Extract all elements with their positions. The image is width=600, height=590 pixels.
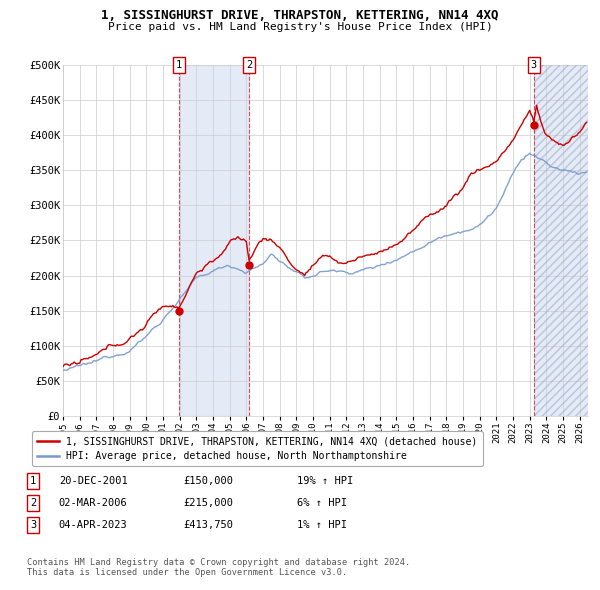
Text: Price paid vs. HM Land Registry's House Price Index (HPI): Price paid vs. HM Land Registry's House … <box>107 22 493 32</box>
Bar <box>179 65 249 416</box>
Text: 1: 1 <box>30 476 36 486</box>
Legend: 1, SISSINGHURST DRIVE, THRAPSTON, KETTERING, NN14 4XQ (detached house), HPI: Ave: 1, SISSINGHURST DRIVE, THRAPSTON, KETTER… <box>32 431 483 467</box>
Text: 04-APR-2023: 04-APR-2023 <box>59 520 128 530</box>
Text: 19% ↑ HPI: 19% ↑ HPI <box>297 476 353 486</box>
Text: 2: 2 <box>30 498 36 507</box>
Text: 02-MAR-2006: 02-MAR-2006 <box>59 498 128 507</box>
Text: 20-DEC-2001: 20-DEC-2001 <box>59 476 128 486</box>
Text: 3: 3 <box>531 60 537 70</box>
Text: £150,000: £150,000 <box>183 476 233 486</box>
Text: 1% ↑ HPI: 1% ↑ HPI <box>297 520 347 530</box>
Text: 1: 1 <box>176 60 182 70</box>
Text: Contains HM Land Registry data © Crown copyright and database right 2024.
This d: Contains HM Land Registry data © Crown c… <box>27 558 410 577</box>
Bar <box>534 65 588 416</box>
Text: 3: 3 <box>30 520 36 530</box>
Text: 6% ↑ HPI: 6% ↑ HPI <box>297 498 347 507</box>
Text: 1, SISSINGHURST DRIVE, THRAPSTON, KETTERING, NN14 4XQ: 1, SISSINGHURST DRIVE, THRAPSTON, KETTER… <box>101 9 499 22</box>
Text: £215,000: £215,000 <box>183 498 233 507</box>
Text: £413,750: £413,750 <box>183 520 233 530</box>
Bar <box>534 65 588 416</box>
Text: 2: 2 <box>246 60 252 70</box>
